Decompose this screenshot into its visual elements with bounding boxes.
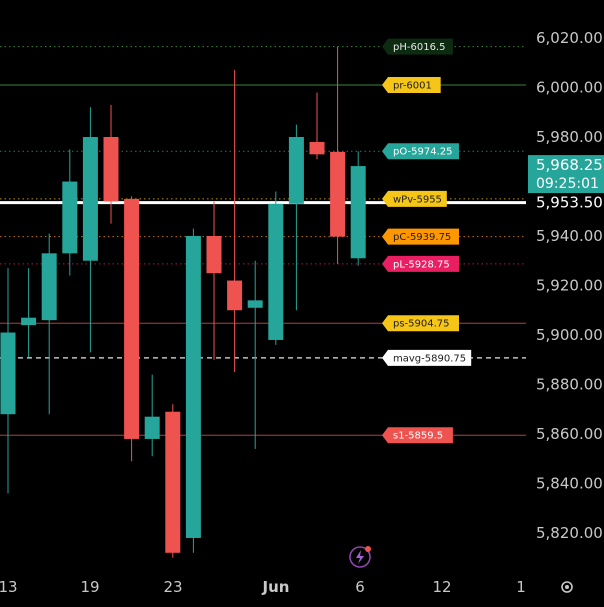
svg-text:5,953.50: 5,953.50 bbox=[536, 194, 603, 212]
price-tick-label: 5,820.00 bbox=[536, 524, 603, 542]
candle-2025-05-19[interactable] bbox=[103, 104, 119, 224]
time-tick-label: Jun bbox=[262, 578, 290, 596]
candle-2025-05-20[interactable] bbox=[124, 196, 140, 462]
time-tick-label: 13 bbox=[0, 578, 18, 596]
time-tick-label: 1 bbox=[516, 578, 526, 596]
price-tick-label: 6,000.00 bbox=[536, 79, 603, 97]
candle-body bbox=[247, 300, 263, 308]
svg-text:5,968.25: 5,968.25 bbox=[536, 156, 603, 174]
candle-2025-06-04[interactable] bbox=[350, 151, 366, 266]
level-tag-wPv: wPv-5955 bbox=[382, 190, 447, 207]
candle-body bbox=[288, 137, 304, 204]
time-tick-label: 19 bbox=[80, 578, 99, 596]
svg-text:09:25:01: 09:25:01 bbox=[536, 176, 599, 192]
time-tick-label: 12 bbox=[432, 578, 451, 596]
svg-text:mavg-5890.75: mavg-5890.75 bbox=[393, 353, 466, 364]
candle-2025-05-15[interactable] bbox=[62, 149, 78, 276]
candle-body bbox=[165, 411, 181, 553]
level-tag-pL: pL-5928.75 bbox=[382, 255, 459, 272]
svg-text:pH-6016.5: pH-6016.5 bbox=[393, 42, 445, 53]
time-tick-label: 6 bbox=[355, 578, 365, 596]
level-tag-pH: pH-6016.5 bbox=[382, 38, 453, 55]
candle-2025-05-23[interactable] bbox=[185, 228, 201, 553]
candle-2025-05-22[interactable] bbox=[165, 404, 181, 558]
candle-body bbox=[0, 332, 16, 415]
time-tick-label: 23 bbox=[163, 578, 182, 596]
candle-body bbox=[124, 198, 140, 439]
svg-text:ps-5904.75: ps-5904.75 bbox=[393, 319, 450, 330]
level-tag-pO: pO-5974.25 bbox=[382, 143, 459, 160]
candle-body bbox=[309, 141, 325, 155]
candle-2025-05-13[interactable] bbox=[21, 268, 37, 358]
candle-body bbox=[62, 181, 78, 254]
candle-body bbox=[103, 137, 119, 202]
svg-text:pL-5928.75: pL-5928.75 bbox=[393, 259, 450, 270]
price-axis[interactable]: 5,820.00 5,840.00 5,860.00 5,880.00 5,900.00… bbox=[528, 29, 604, 542]
price-tick-label: 5,840.00 bbox=[536, 475, 603, 493]
candle-2025-06-03[interactable] bbox=[330, 46, 346, 264]
candle-body bbox=[82, 137, 98, 261]
price-tick-label: 6,020.00 bbox=[536, 29, 603, 47]
candle-2025-05-14[interactable] bbox=[41, 233, 57, 415]
candles[interactable] bbox=[0, 46, 366, 558]
level-tag-mavg: mavg-5890.75 bbox=[382, 349, 472, 366]
candle-body bbox=[227, 280, 243, 311]
candle-2025-05-28[interactable] bbox=[247, 260, 263, 449]
svg-text:pC-5939.75: pC-5939.75 bbox=[393, 232, 451, 243]
candle-body bbox=[185, 236, 201, 538]
candle-2025-05-26[interactable] bbox=[206, 201, 222, 360]
candle-body bbox=[144, 416, 160, 439]
price-tick-label: 5,880.00 bbox=[536, 376, 603, 394]
candle-body bbox=[206, 236, 222, 274]
candle-2025-05-29[interactable] bbox=[268, 191, 284, 345]
lightning-icon[interactable] bbox=[349, 546, 371, 568]
level-tag-pC: pC-5939.75 bbox=[382, 228, 459, 245]
candle-body bbox=[41, 253, 57, 321]
price-tick-label: 5,860.00 bbox=[536, 425, 603, 443]
price-tick-label: 5,900.00 bbox=[536, 326, 603, 344]
svg-text:s1-5859.5: s1-5859.5 bbox=[393, 431, 443, 442]
svg-text:pr-6001: pr-6001 bbox=[393, 81, 432, 92]
price-tick-label: 5,920.00 bbox=[536, 277, 603, 295]
level-tags: pH-6016.5 pr-6001 pO-5974.25 wPv-5955 pC-593… bbox=[382, 38, 472, 444]
candle-2025-05-16[interactable] bbox=[82, 107, 98, 353]
candle-body bbox=[21, 317, 37, 326]
candle-2025-05-12[interactable] bbox=[0, 268, 16, 494]
candle-body bbox=[268, 203, 284, 340]
candle-2025-06-02[interactable] bbox=[309, 92, 325, 160]
candle-2025-05-27[interactable] bbox=[227, 70, 243, 373]
level-tag-pr: pr-6001 bbox=[382, 77, 441, 94]
svg-text:wPv-5955: wPv-5955 bbox=[393, 194, 442, 205]
settings-gear-icon[interactable] bbox=[561, 581, 573, 593]
time-axis[interactable]: 13 19 23 Jun 6 12 1 bbox=[0, 578, 526, 596]
candle-body bbox=[350, 166, 366, 259]
candle-body bbox=[330, 151, 346, 237]
crosshair-price-label: 5,953.50 bbox=[528, 192, 604, 213]
price-tick-label: 5,980.00 bbox=[536, 128, 603, 146]
price-tick-label: 5,940.00 bbox=[536, 227, 603, 245]
candle-2025-05-30[interactable] bbox=[288, 124, 304, 311]
level-tag-s1: s1-5859.5 bbox=[382, 427, 453, 444]
current-price-label: 5,968.25 09:25:01 bbox=[528, 155, 604, 194]
level-tag-ps: ps-5904.75 bbox=[382, 315, 459, 332]
svg-text:pO-5974.25: pO-5974.25 bbox=[393, 147, 452, 158]
candle-2025-05-21[interactable] bbox=[144, 374, 160, 457]
